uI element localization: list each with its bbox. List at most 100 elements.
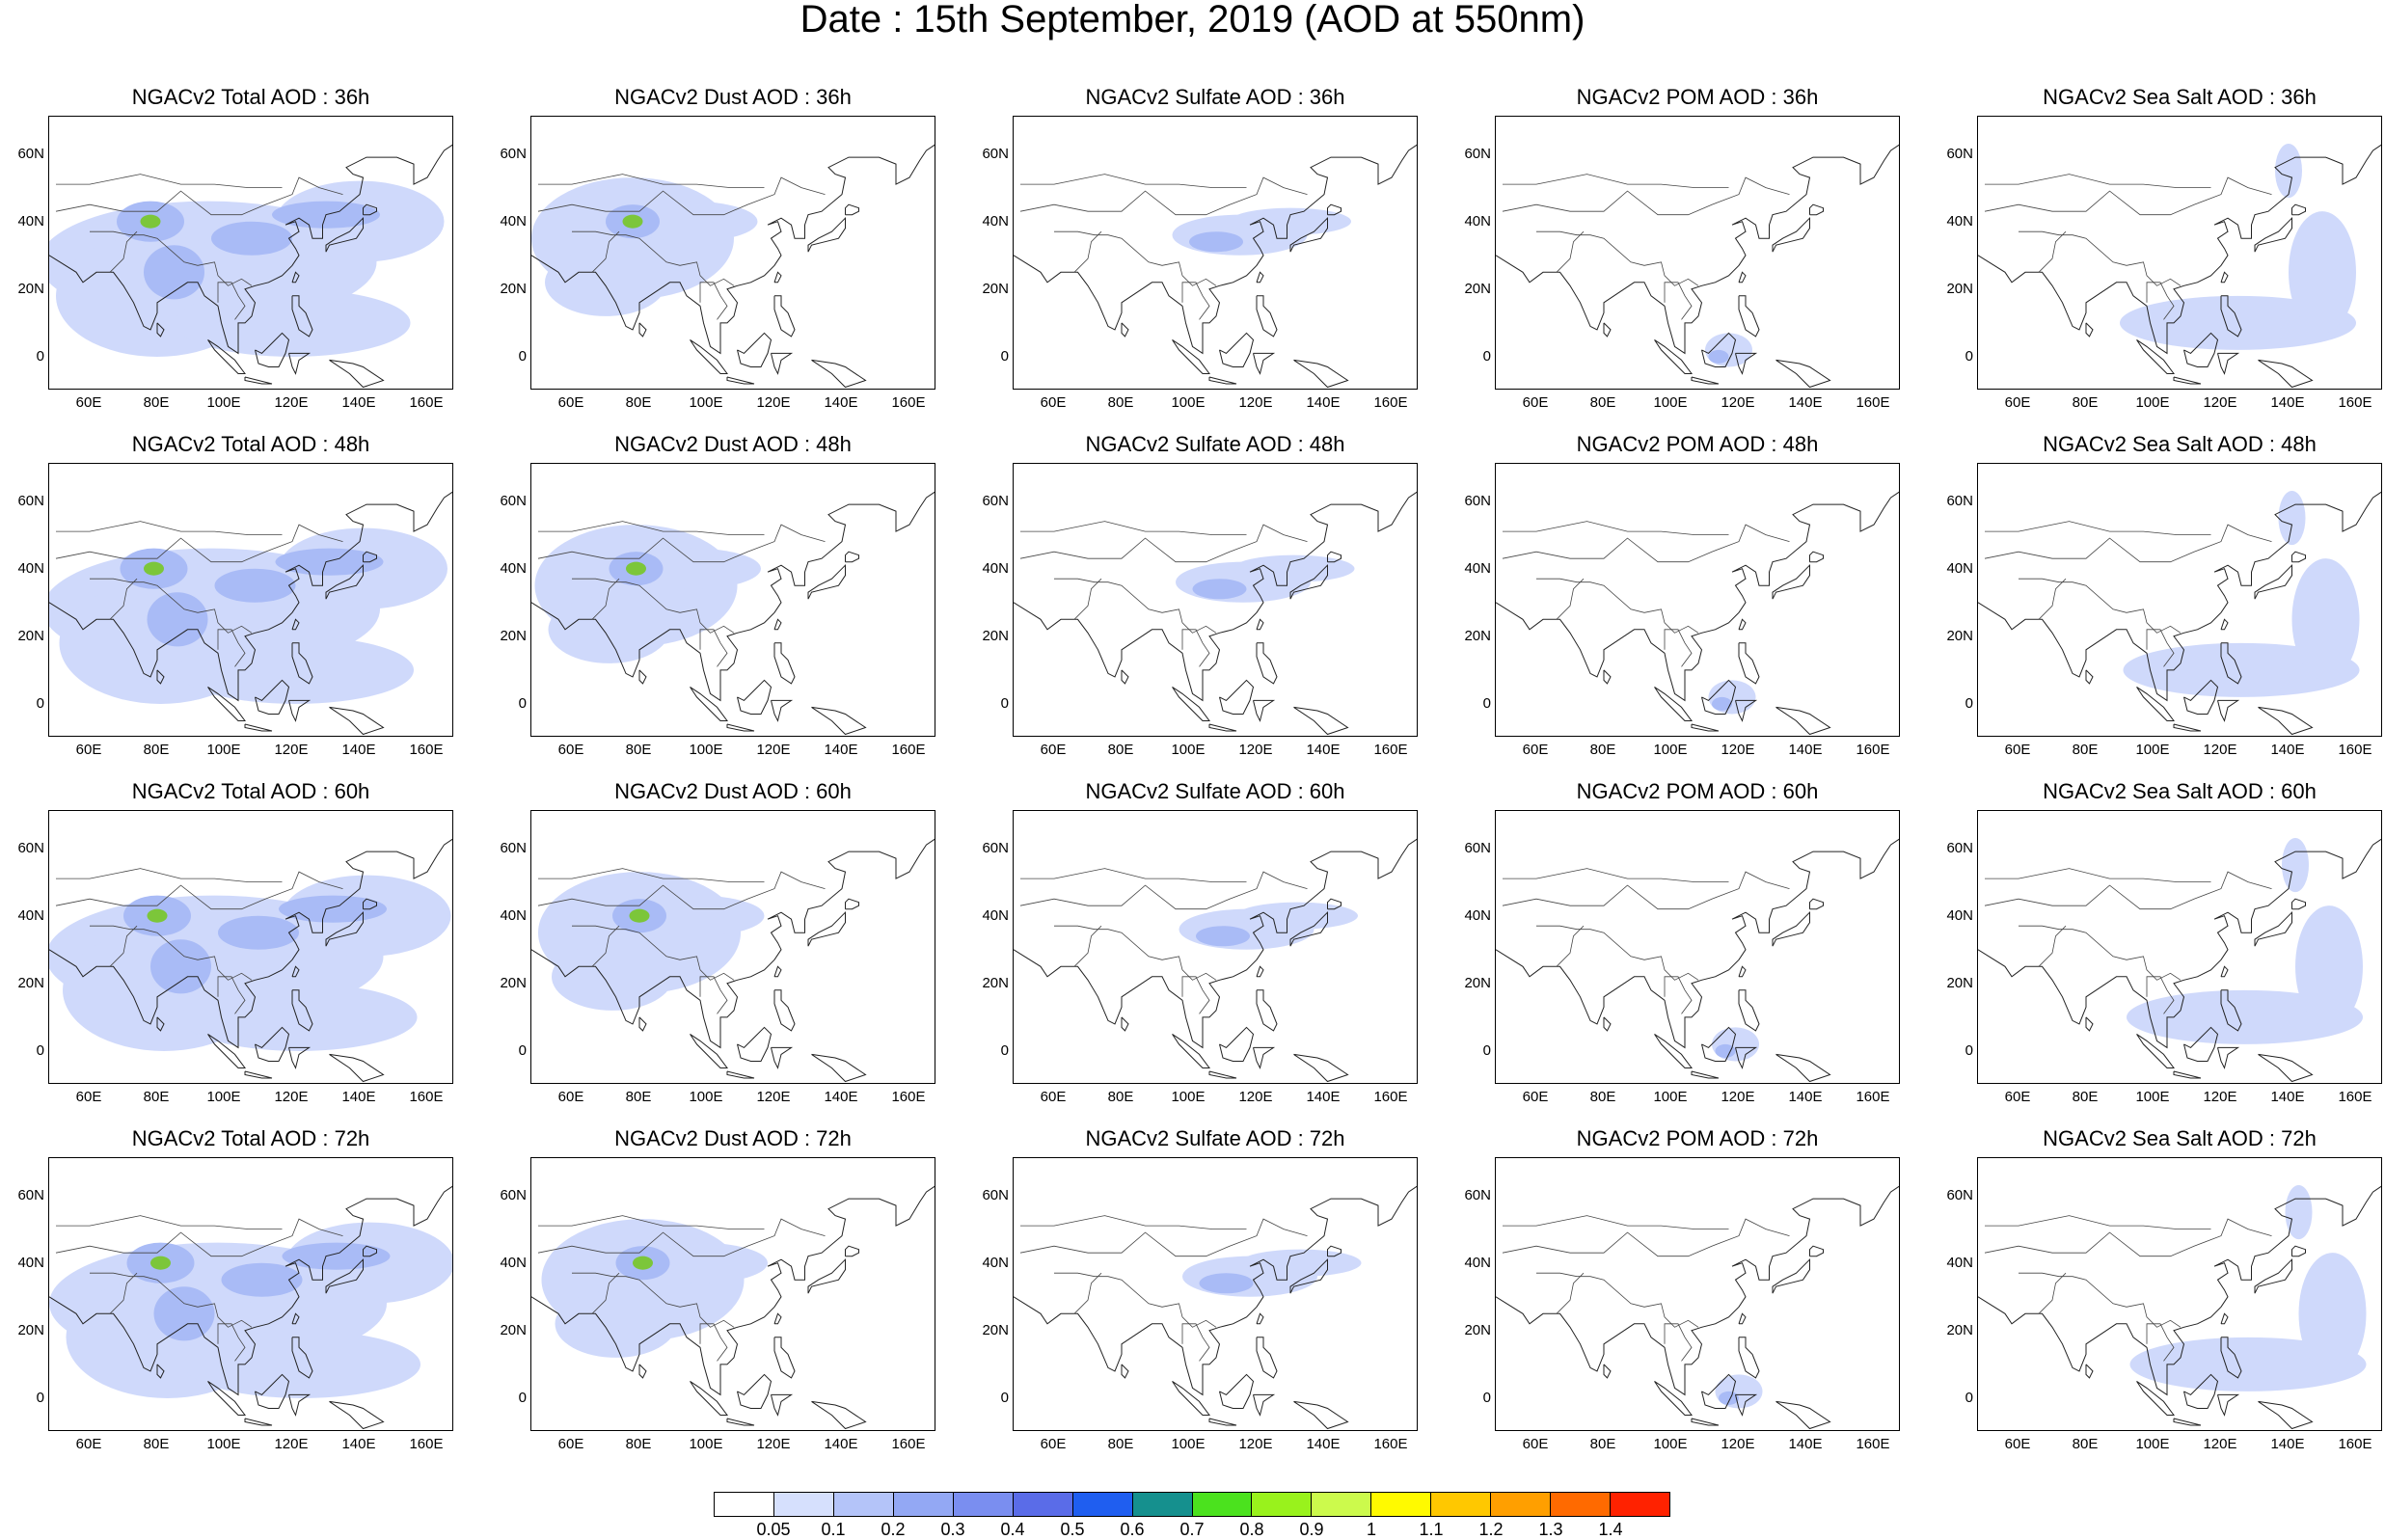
- lat-tick-label: 20N: [1464, 280, 1491, 297]
- coastline: [1327, 203, 1342, 216]
- country-border: [2038, 925, 2067, 967]
- coastline: [1014, 144, 1417, 355]
- colorbar-cell: [773, 1493, 834, 1516]
- lon-tick-label: 140E: [341, 394, 376, 411]
- lon-tick-label: 160E: [409, 1436, 444, 1452]
- coastline: [737, 332, 772, 367]
- lat-tick-label: 20N: [1946, 1321, 1973, 1338]
- panel-title: NGACv2 Sulfate AOD : 72h: [1085, 1126, 1345, 1150]
- country-border: [56, 1215, 283, 1229]
- country-border: [56, 174, 283, 188]
- coastline: [1327, 1245, 1342, 1257]
- country-border: [1020, 174, 1247, 188]
- lat-tick-label: 20N: [1946, 280, 1973, 297]
- colorbar-cell: [953, 1493, 1014, 1516]
- coastline: [1809, 203, 1824, 216]
- panel-title: NGACv2 Sea Salt AOD : 36h: [2043, 85, 2317, 109]
- country-border: [1503, 174, 1729, 188]
- lon-tick-label: 120E: [756, 394, 791, 411]
- colorbar-cell: [1192, 1493, 1253, 1516]
- coastline: [726, 1418, 755, 1426]
- lon-tick-label: 80E: [1589, 1089, 1616, 1105]
- aod-region: [2298, 1253, 2367, 1375]
- map-svg: [1014, 144, 1417, 389]
- coastline: [1978, 838, 2381, 1049]
- lat-tick-label: 20N: [1464, 974, 1491, 991]
- lon-tick-label: 80E: [1107, 1089, 1134, 1105]
- map-panel: NGACv2 POM AOD : 36h 60N 40N 20N 0 60E 80E 100E…: [1456, 85, 1919, 413]
- lat-tick-label: 0: [1000, 1389, 1009, 1406]
- country-border: [1985, 174, 2211, 188]
- coastline: [325, 1257, 364, 1294]
- coastline: [1654, 686, 1693, 721]
- colorbar-label: 0.9: [1299, 1520, 1324, 1539]
- country-border: [90, 1272, 253, 1328]
- lon-tick-label: 140E: [341, 1089, 376, 1105]
- lon-tick-label: 140E: [1306, 742, 1341, 758]
- lat-tick-label: 60N: [982, 1186, 1009, 1203]
- lat-tick-label: 60N: [982, 492, 1009, 509]
- coastline: [2136, 1033, 2175, 1068]
- map-panel: NGACv2 Sulfate AOD : 60h 60N 40N 20N 0 60E 80E…: [974, 779, 1437, 1107]
- coastline: [255, 1026, 290, 1062]
- country-border: [1054, 578, 1217, 634]
- aod-region: [1708, 349, 1729, 364]
- coastline: [1289, 216, 1328, 253]
- aod-region: [1719, 1391, 1739, 1405]
- coastline: [1654, 1380, 1693, 1416]
- coastline: [1738, 989, 1760, 1032]
- country-border: [109, 1272, 138, 1314]
- coastline: [1735, 699, 1758, 722]
- lat-tick-label: 40N: [500, 1254, 527, 1271]
- coastline: [207, 338, 246, 374]
- country-border: [1984, 524, 2272, 563]
- lat-tick-label: 40N: [1464, 559, 1491, 577]
- coastline: [1701, 1026, 1737, 1062]
- lon-tick-label: 80E: [143, 742, 170, 758]
- map-panel: NGACv2 POM AOD : 60h 60N 40N 20N 0 60E 80E 100E…: [1456, 779, 1919, 1107]
- lat-tick-label: 60N: [1464, 839, 1491, 856]
- coastline: [726, 376, 755, 385]
- colorbar-labels: 0.05 0.1 0.2 0.3 0.4 0.5 0.6 0.7 0.8 0.9 1 1.1 1.2 1.…: [714, 1521, 1670, 1540]
- coastline: [807, 563, 846, 600]
- map-panel: NGACv2 Total AOD : 60h 60N 40N 20N 0 60E 80E 10…: [10, 779, 473, 1107]
- country-border: [1181, 629, 1210, 667]
- lon-tick-label: 120E: [1238, 742, 1273, 758]
- coastline: [49, 1185, 452, 1396]
- coastline: [811, 706, 867, 736]
- map-svg: [1014, 491, 1417, 736]
- coastline: [207, 686, 246, 721]
- lon-tick-label: 100E: [1653, 1089, 1688, 1105]
- country-border: [1536, 925, 1699, 981]
- lon-tick-label: 60E: [557, 1089, 584, 1105]
- coastline: [1603, 1364, 1612, 1379]
- map-panel: NGACv2 POM AOD : 48h 60N 40N 20N 0 60E 80E 100E…: [1456, 432, 1919, 760]
- lon-tick-label: 120E: [1238, 1436, 1273, 1452]
- aod-region: [211, 221, 292, 256]
- coastline: [2258, 706, 2314, 736]
- coastline: [1603, 1016, 1612, 1032]
- map-svg: [1978, 1185, 2381, 1430]
- coastline: [49, 491, 452, 702]
- colorbar-cell: [715, 1493, 774, 1516]
- coastline: [207, 1033, 246, 1068]
- aod-region: [221, 1262, 303, 1297]
- aod-region: [633, 1256, 653, 1270]
- panel-title: NGACv2 Dust AOD : 36h: [614, 85, 852, 109]
- coastline: [156, 1364, 165, 1379]
- lon-tick-label: 140E: [1306, 1436, 1341, 1452]
- country-border: [538, 1215, 765, 1229]
- lat-tick-label: 0: [518, 1389, 527, 1406]
- panel-title: NGACv2 Total AOD : 48h: [131, 432, 370, 456]
- lat-tick-label: 60N: [500, 1186, 527, 1203]
- coastline: [1293, 706, 1349, 736]
- country-border: [591, 925, 620, 967]
- country-border: [56, 868, 283, 882]
- colorbar-label: 1.4: [1598, 1520, 1623, 1539]
- colorbar-cell: [1252, 1493, 1313, 1516]
- coastline: [771, 352, 794, 375]
- coastline: [1701, 679, 1737, 715]
- country-border: [572, 578, 735, 634]
- coastline: [811, 359, 867, 389]
- colorbar-label: 1: [1366, 1520, 1376, 1539]
